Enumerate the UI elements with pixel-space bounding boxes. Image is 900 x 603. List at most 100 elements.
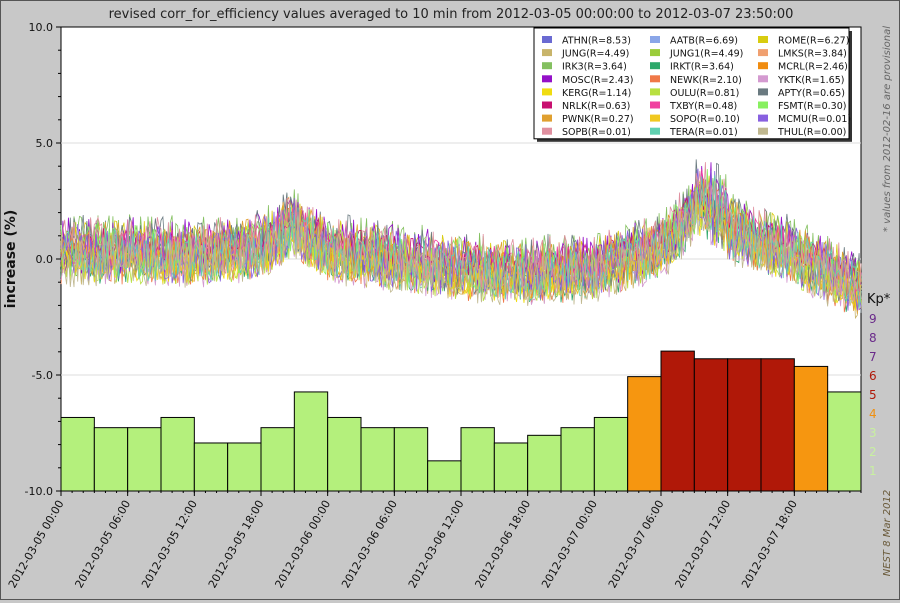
x-tick-label: 2012-03-07 06:00 [606, 498, 667, 590]
kp-scale-label: 4 [869, 407, 877, 421]
legend-swatch [650, 101, 660, 109]
legend-swatch [650, 75, 660, 83]
legend-swatch [542, 36, 552, 43]
kp-bar [827, 391, 862, 492]
kp-bar [93, 427, 129, 492]
x-tick-label: 2012-03-06 06:00 [339, 498, 400, 590]
kp-scale-label: 1 [869, 464, 877, 478]
kp-bar [293, 391, 329, 492]
kp-bar [360, 427, 395, 492]
legend-label: THUL(R=0.00) [777, 127, 846, 138]
legend-label: TERA(R=0.01) [669, 127, 738, 138]
kp-bar [493, 442, 529, 492]
legend-label: SOPB(R=0.01) [562, 127, 631, 138]
legend-swatch [650, 49, 660, 57]
legend-swatch [542, 62, 552, 70]
x-tick-label: 2012-03-05 00:00 [6, 498, 67, 590]
kp-label: Kp* [867, 292, 891, 307]
kp-bar [760, 358, 795, 492]
x-tick-label: 2012-03-07 12:00 [672, 498, 733, 590]
legend-swatch [542, 127, 552, 135]
x-tick-label: 2012-03-06 00:00 [272, 498, 333, 590]
legend-label: LMKS(R=3.84) [778, 49, 847, 60]
kp-bar [627, 376, 662, 492]
legend-label: OULU(R=0.81) [670, 88, 739, 99]
x-tick-label: 2012-03-07 00:00 [539, 498, 600, 590]
legend-label: IRKT(R=3.64) [670, 62, 734, 73]
kp-bars [60, 350, 862, 492]
kp-bar [793, 365, 829, 492]
y-tick-label: 5.0 [36, 137, 54, 150]
kp-bar [60, 416, 95, 492]
kp-scale-label: 2 [869, 445, 877, 459]
kp-bar [527, 434, 562, 492]
kp-bar [227, 442, 262, 492]
legend-label: FSMT(R=0.30) [778, 101, 846, 112]
legend-swatch [650, 114, 660, 122]
credit-text: NEST 8 Mar 2012 [882, 490, 893, 576]
legend-label: MCRL(R=2.46) [778, 62, 848, 73]
kp-scale-label: 8 [869, 331, 877, 345]
legend-swatch [650, 88, 660, 96]
kp-bar [327, 416, 362, 492]
legend-swatch [758, 36, 768, 43]
y-tick-label: 0.0 [36, 253, 54, 266]
y-tick-label: -10.0 [25, 485, 53, 498]
kp-bar [160, 416, 195, 492]
legend-swatch [758, 127, 768, 135]
kp-scale-label: 5 [869, 388, 877, 402]
kp-bar [693, 358, 729, 492]
x-tick-label: 2012-03-05 12:00 [139, 498, 200, 590]
legend: ATHN(R=8.53) AATB(R=6.69) ROME(R=6.27) JUNG… [533, 27, 852, 142]
kp-bar [460, 427, 495, 492]
legend-swatch [758, 101, 768, 109]
legend-label: KERG(R=1.14) [562, 88, 631, 99]
series-line [60, 197, 862, 307]
series-lines [60, 159, 862, 320]
kp-bar [427, 460, 462, 492]
legend-swatch [650, 127, 660, 135]
legend-swatch [758, 75, 768, 83]
legend-swatch [758, 49, 768, 57]
legend-label: ATHN(R=8.53) [562, 36, 631, 47]
x-tick-label: 2012-03-05 18:00 [206, 498, 267, 590]
legend-label: NEWK(R=2.10) [670, 75, 742, 86]
kp-bar [393, 427, 429, 492]
kp-bar [260, 427, 295, 492]
legend-swatch [542, 88, 552, 96]
kp-scale: 9 8 7 6 5 4 3 2 1 [869, 312, 877, 478]
x-tick-label: 2012-03-06 12:00 [406, 498, 467, 590]
kp-scale-label: 9 [869, 312, 877, 326]
series-line [60, 179, 862, 307]
kp-scale-label: 3 [869, 426, 877, 440]
y-tick-label: 10.0 [29, 21, 54, 34]
legend-label: APTY(R=0.65) [778, 88, 845, 99]
legend-swatch [650, 36, 660, 43]
x-axis: 2012-03-05 00:00 2012-03-05 06:00 2012-03-… [6, 491, 862, 590]
legend-swatch [542, 49, 552, 57]
legend-label: MOSC(R=2.43) [562, 75, 633, 86]
chart-title: revised corr_for_efficiency values avera… [109, 7, 794, 22]
legend-label: MCMU(R=0.01) [778, 114, 851, 125]
x-tick-label: 2012-03-07 18:00 [739, 498, 800, 590]
kp-scale-label: 6 [869, 369, 877, 383]
legend-swatch [542, 101, 552, 109]
legend-label: NRLK(R=0.63) [562, 101, 630, 112]
x-tick-label: 2012-03-05 06:00 [72, 498, 133, 590]
y-tick-label: -5.0 [32, 369, 53, 382]
legend-label: PWNK(R=0.27) [562, 114, 634, 125]
legend-swatch [758, 114, 768, 122]
x-tick-label: 2012-03-06 18:00 [472, 498, 533, 590]
legend-swatch [542, 75, 552, 83]
legend-label: JUNG(R=4.49) [561, 49, 629, 60]
kp-bar [593, 416, 629, 492]
legend-swatch [542, 114, 552, 122]
y-axis-label: increase (%) [3, 210, 19, 308]
legend-label: IRK3(R=3.64) [562, 62, 627, 73]
kp-bar [727, 358, 762, 492]
kp-bar [193, 442, 229, 492]
legend-label: SOPO(R=0.10) [670, 114, 740, 125]
legend-swatch [758, 88, 768, 96]
